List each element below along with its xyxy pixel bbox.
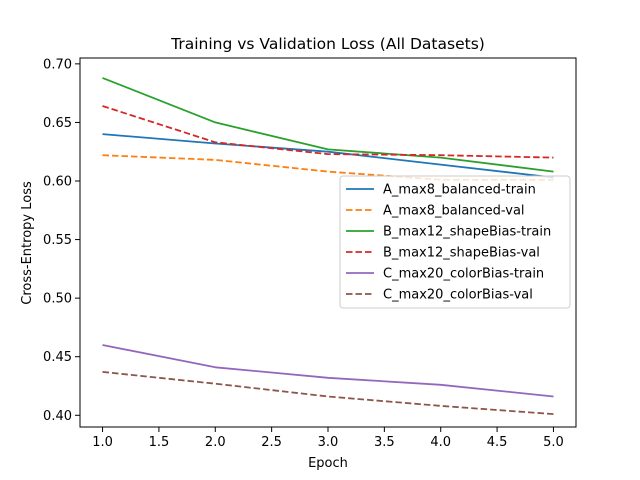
y-tick-label: 0.40	[43, 409, 72, 424]
legend-box	[339, 175, 571, 309]
y-tick-label: 0.65	[43, 116, 72, 131]
y-tick-label: 0.50	[43, 292, 72, 307]
legend: A_max8_balanced-train A_max8_balanced-val…	[339, 175, 571, 309]
legend-label-2: A_max8_balanced-val	[383, 204, 525, 219]
series-line-4	[102, 105, 554, 159]
x-tick-label: 3.0	[318, 435, 339, 450]
y-tick-label: 0.55	[43, 233, 72, 248]
x-axis-label: Epoch	[308, 456, 348, 471]
y-tick-label: 0.45	[43, 350, 72, 365]
x-tick-label: 4.0	[430, 435, 451, 450]
x-tick-label: 5.0	[543, 435, 564, 450]
x-tick-label: 3.5	[374, 435, 395, 450]
x-tick-label: 1.5	[149, 435, 170, 450]
chart-title: Training vs Validation Loss (All Dataset…	[170, 35, 485, 53]
x-tick-label: 2.0	[205, 435, 226, 450]
legend-label-1: A_max8_balanced-train	[383, 183, 536, 198]
legend-label-3: B_max12_shapeBias-train	[383, 225, 551, 240]
series-line-5	[102, 344, 554, 398]
y-axis-label: Cross-Entropy Loss	[20, 181, 35, 305]
y-tick-label: 0.60	[43, 175, 72, 190]
y-axis-ticks: 0.40 0.45 0.50 0.55 0.60 0.65 0.70	[43, 57, 80, 424]
legend-label-6: C_max20_colorBias-val	[383, 288, 533, 303]
legend-label-5: C_max20_colorBias-train	[383, 267, 544, 282]
series-line-3	[102, 77, 554, 173]
x-tick-label: 4.5	[487, 435, 508, 450]
x-tick-label: 1.0	[92, 435, 113, 450]
x-tick-label: 2.5	[261, 435, 282, 450]
y-tick-label: 0.70	[43, 57, 72, 72]
legend-label-4: B_max12_shapeBias-val	[383, 246, 540, 261]
x-axis-ticks: 1.0 1.5 2.0 2.5 3.0 3.5 4.0 4.5 5.0	[92, 427, 564, 450]
series-line-1	[102, 133, 554, 179]
